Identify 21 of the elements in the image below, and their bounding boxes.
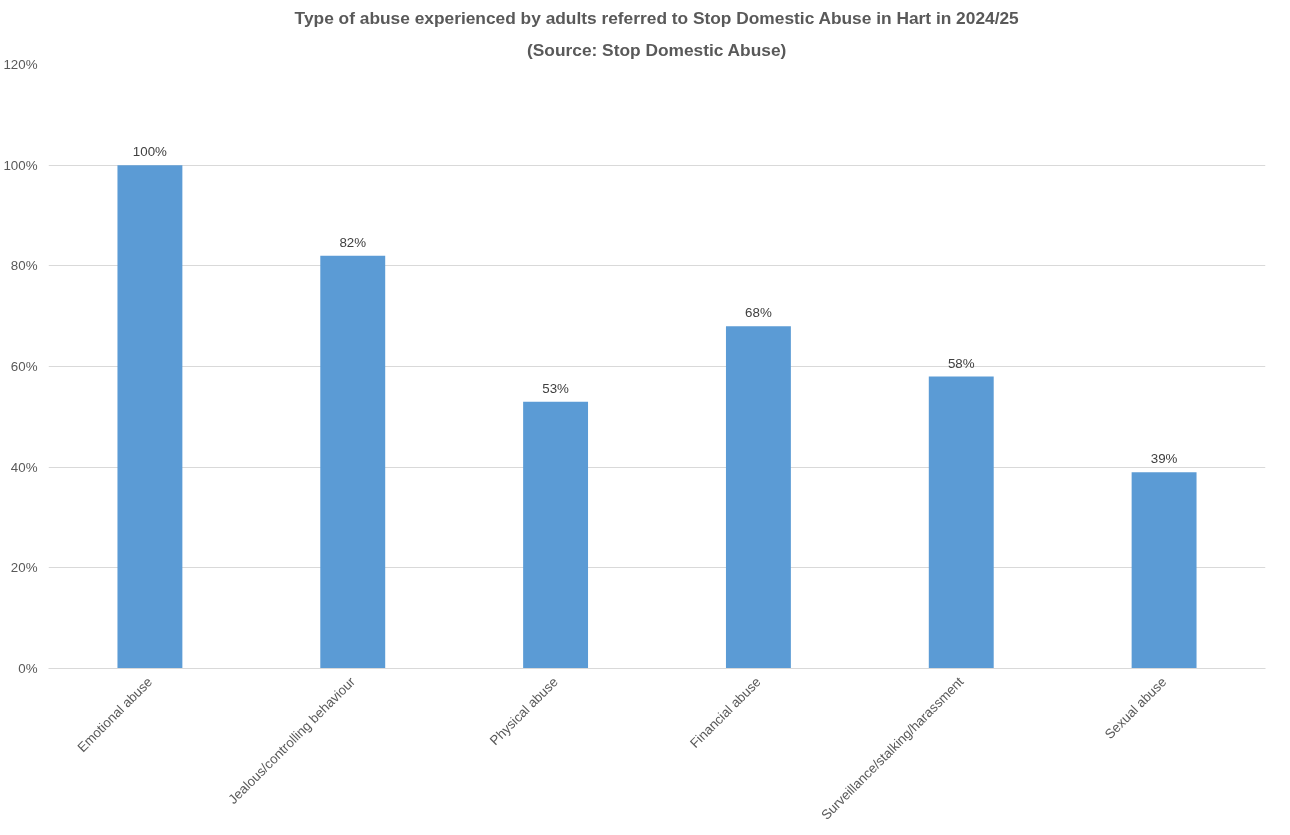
y-tick-label: 60% — [10, 359, 38, 374]
data-label: 53% — [542, 380, 570, 396]
bar — [117, 165, 183, 669]
data-label: 58% — [947, 355, 975, 371]
bar — [928, 376, 994, 669]
y-tick-label: 40% — [10, 459, 38, 475]
bar — [320, 255, 386, 669]
data-label: 68% — [745, 305, 772, 321]
chart-title: Type of abuse experienced by adults referred to Stop Domestic Abuse in Hart in 2024/25 — [294, 7, 1020, 28]
y-tick-label: 120% — [3, 57, 38, 72]
y-tick-label: 0% — [18, 661, 38, 676]
y-tick-label: 80% — [10, 258, 38, 274]
data-label: 100% — [132, 144, 168, 160]
y-tick-label: 20% — [10, 560, 38, 576]
bar — [725, 326, 791, 669]
text: (Source: Stop Domestic Abuse) — [527, 39, 787, 60]
bar — [1131, 472, 1197, 669]
bar — [523, 401, 589, 669]
data-label: 82% — [339, 234, 367, 250]
y-tick-label: 100% — [3, 157, 38, 173]
data-label: 39% — [1150, 451, 1178, 467]
